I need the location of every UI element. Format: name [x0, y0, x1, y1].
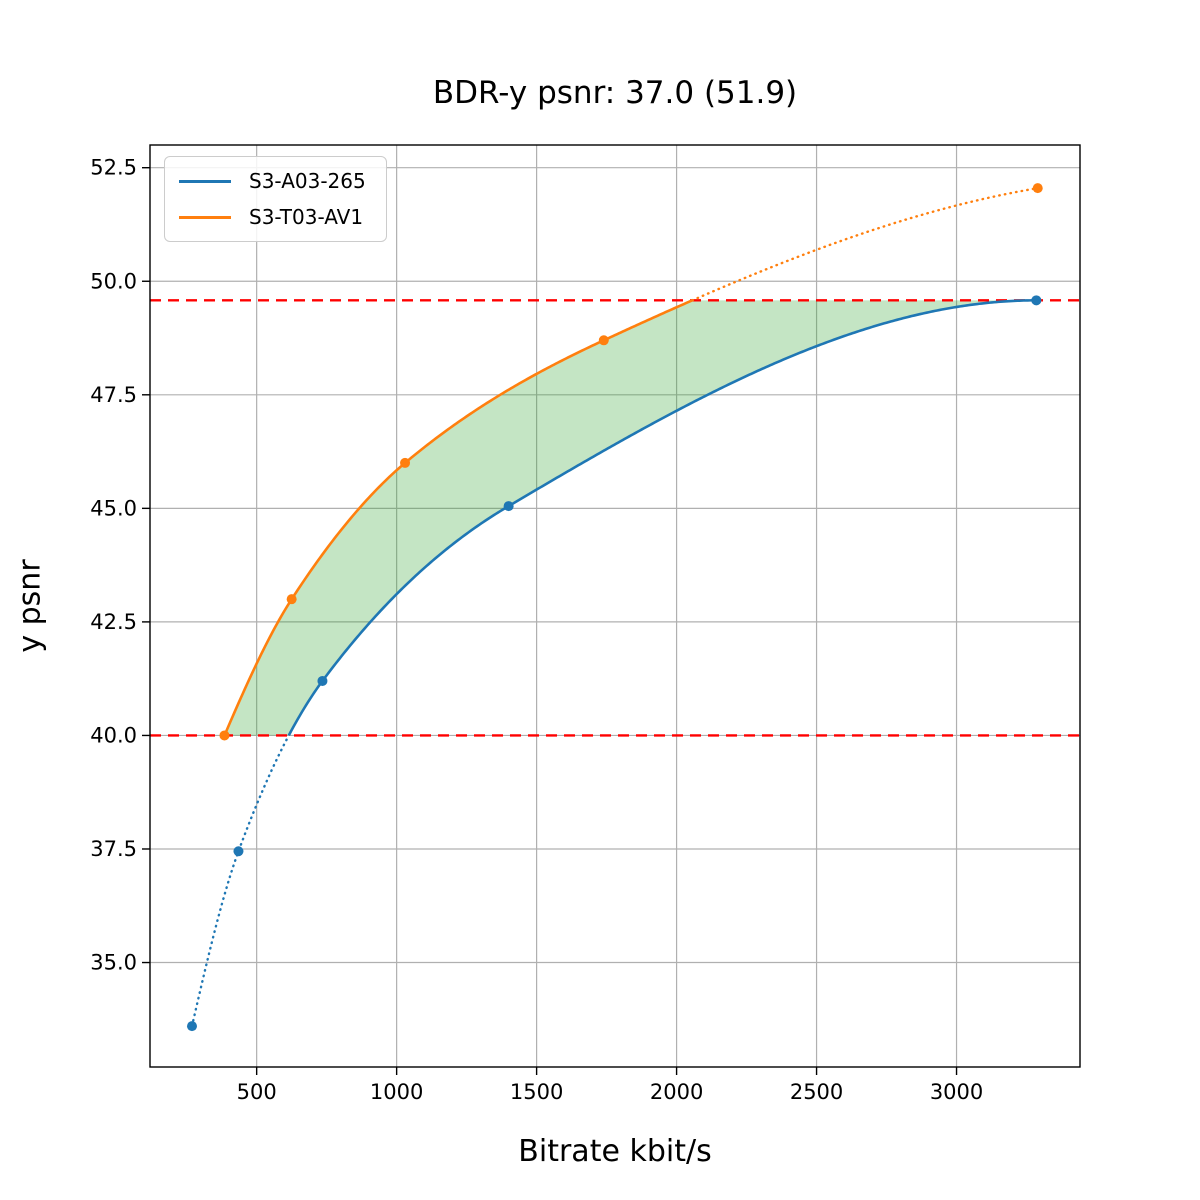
y-tick-label: 45.0 — [90, 496, 137, 520]
legend-line-swatch-series-1 — [179, 215, 231, 219]
series-0-data-point-marker — [233, 846, 244, 857]
x-axis-label: Bitrate kbit/s — [518, 1134, 712, 1169]
x-tick-label: 2500 — [790, 1080, 843, 1104]
series-1-data-point-marker — [1032, 183, 1043, 194]
y-tick-label: 37.5 — [90, 837, 137, 861]
legend-item: S3-T03-AV1 — [179, 205, 366, 229]
y-axis-label: y psnr — [12, 559, 48, 653]
legend-item: S3-A03-265 — [179, 169, 366, 193]
series-1-curve-dotted — [691, 186, 1039, 302]
chart-title: BDR-y psnr: 37.0 (51.9) — [432, 75, 798, 111]
series-1-data-point-marker — [286, 594, 297, 605]
y-tick-label: 47.5 — [90, 383, 137, 407]
series-1-data-point-marker — [598, 335, 609, 346]
series-1-data-point-marker — [219, 730, 230, 741]
x-tick-label: 500 — [237, 1080, 277, 1104]
series-1-curve-solid — [223, 299, 694, 736]
series-0-data-point-marker — [1031, 295, 1042, 306]
x-tick-label: 1500 — [510, 1080, 563, 1104]
series-0-data-point-marker — [317, 675, 328, 686]
x-tick-label: 1000 — [370, 1080, 423, 1104]
y-tick-label: 42.5 — [90, 610, 137, 634]
series-0-data-point-marker — [186, 1021, 197, 1032]
legend-label-series-0: S3-A03-265 — [249, 169, 366, 193]
legend-label-series-1: S3-T03-AV1 — [249, 205, 364, 229]
plot-border — [149, 144, 1081, 1068]
y-tick-label: 35.0 — [90, 951, 137, 975]
shaded-region-between-curves — [224, 300, 1037, 736]
x-tick-label: 3000 — [930, 1080, 983, 1104]
legend: S3-A03-265 S3-T03-AV1 — [164, 156, 387, 242]
series-1-data-point-marker — [400, 457, 411, 468]
y-tick-label: 52.5 — [90, 156, 137, 180]
legend-line-swatch-series-0 — [179, 179, 231, 183]
series-0-curve-solid — [287, 299, 1037, 737]
y-tick-label: 50.0 — [90, 269, 137, 293]
series-0-data-point-marker — [503, 501, 514, 512]
series-0-curve-dotted — [190, 734, 290, 1028]
x-tick-label: 2000 — [650, 1080, 703, 1104]
y-tick-label: 40.0 — [90, 723, 137, 747]
